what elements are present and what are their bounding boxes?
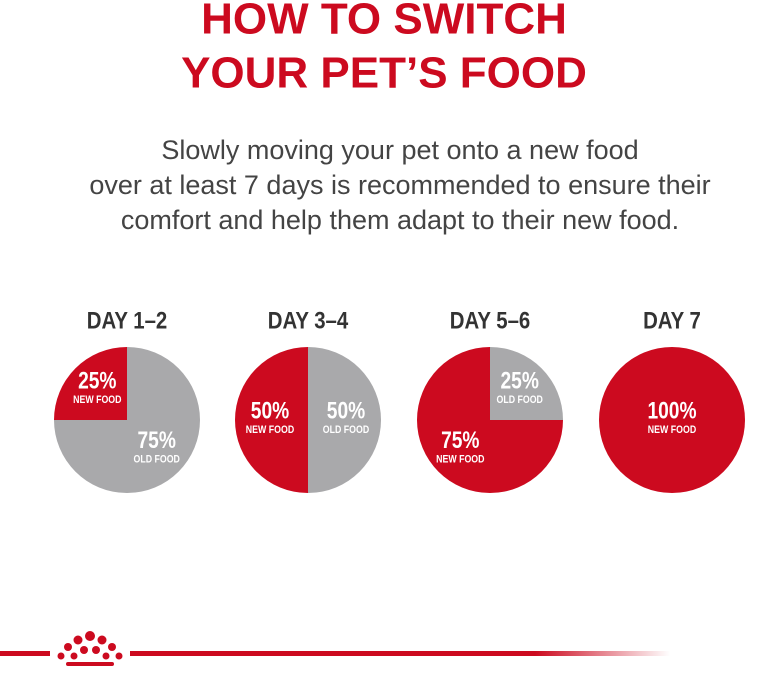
title-line: HOW TO SWITCH	[201, 0, 567, 44]
footer	[0, 631, 670, 666]
title-line: YOUR PET’S FOOD	[181, 49, 587, 98]
value-label: 25%	[78, 367, 116, 395]
pie-slice	[308, 347, 381, 493]
description-line: Slowly moving your pet onto a new food	[161, 135, 638, 165]
pie-slice	[54, 347, 200, 493]
description-line: comfort and help them adapt to their new…	[121, 205, 679, 235]
pie-title: DAY 1–2	[87, 307, 168, 334]
category-label: NEW FOOD	[73, 394, 121, 406]
category-label: OLD FOOD	[496, 394, 542, 406]
value-label: 100%	[647, 396, 696, 424]
pie-title: DAY 7	[643, 307, 701, 334]
category-label: OLD FOOD	[323, 424, 369, 436]
pie-slice	[599, 347, 745, 493]
value-label: 50%	[327, 396, 365, 424]
category-label: NEW FOOD	[246, 424, 294, 436]
category-label: OLD FOOD	[133, 454, 179, 466]
pie-title: DAY 5–6	[450, 307, 531, 334]
description-line: over at least 7 days is recommended to e…	[89, 170, 710, 200]
pie-slice	[490, 347, 563, 420]
crown-logo	[57, 631, 123, 666]
pie-slice	[54, 347, 127, 420]
value-label: 50%	[251, 396, 289, 424]
value-label: 75%	[441, 426, 479, 454]
footer-line	[0, 651, 50, 656]
category-label: NEW FOOD	[436, 454, 484, 466]
value-label: 75%	[137, 426, 175, 454]
footer-line	[130, 651, 670, 656]
value-label: 25%	[500, 367, 538, 395]
pie-slice	[235, 347, 308, 493]
pie-title: DAY 3–4	[268, 307, 349, 334]
category-label: NEW FOOD	[648, 424, 696, 436]
